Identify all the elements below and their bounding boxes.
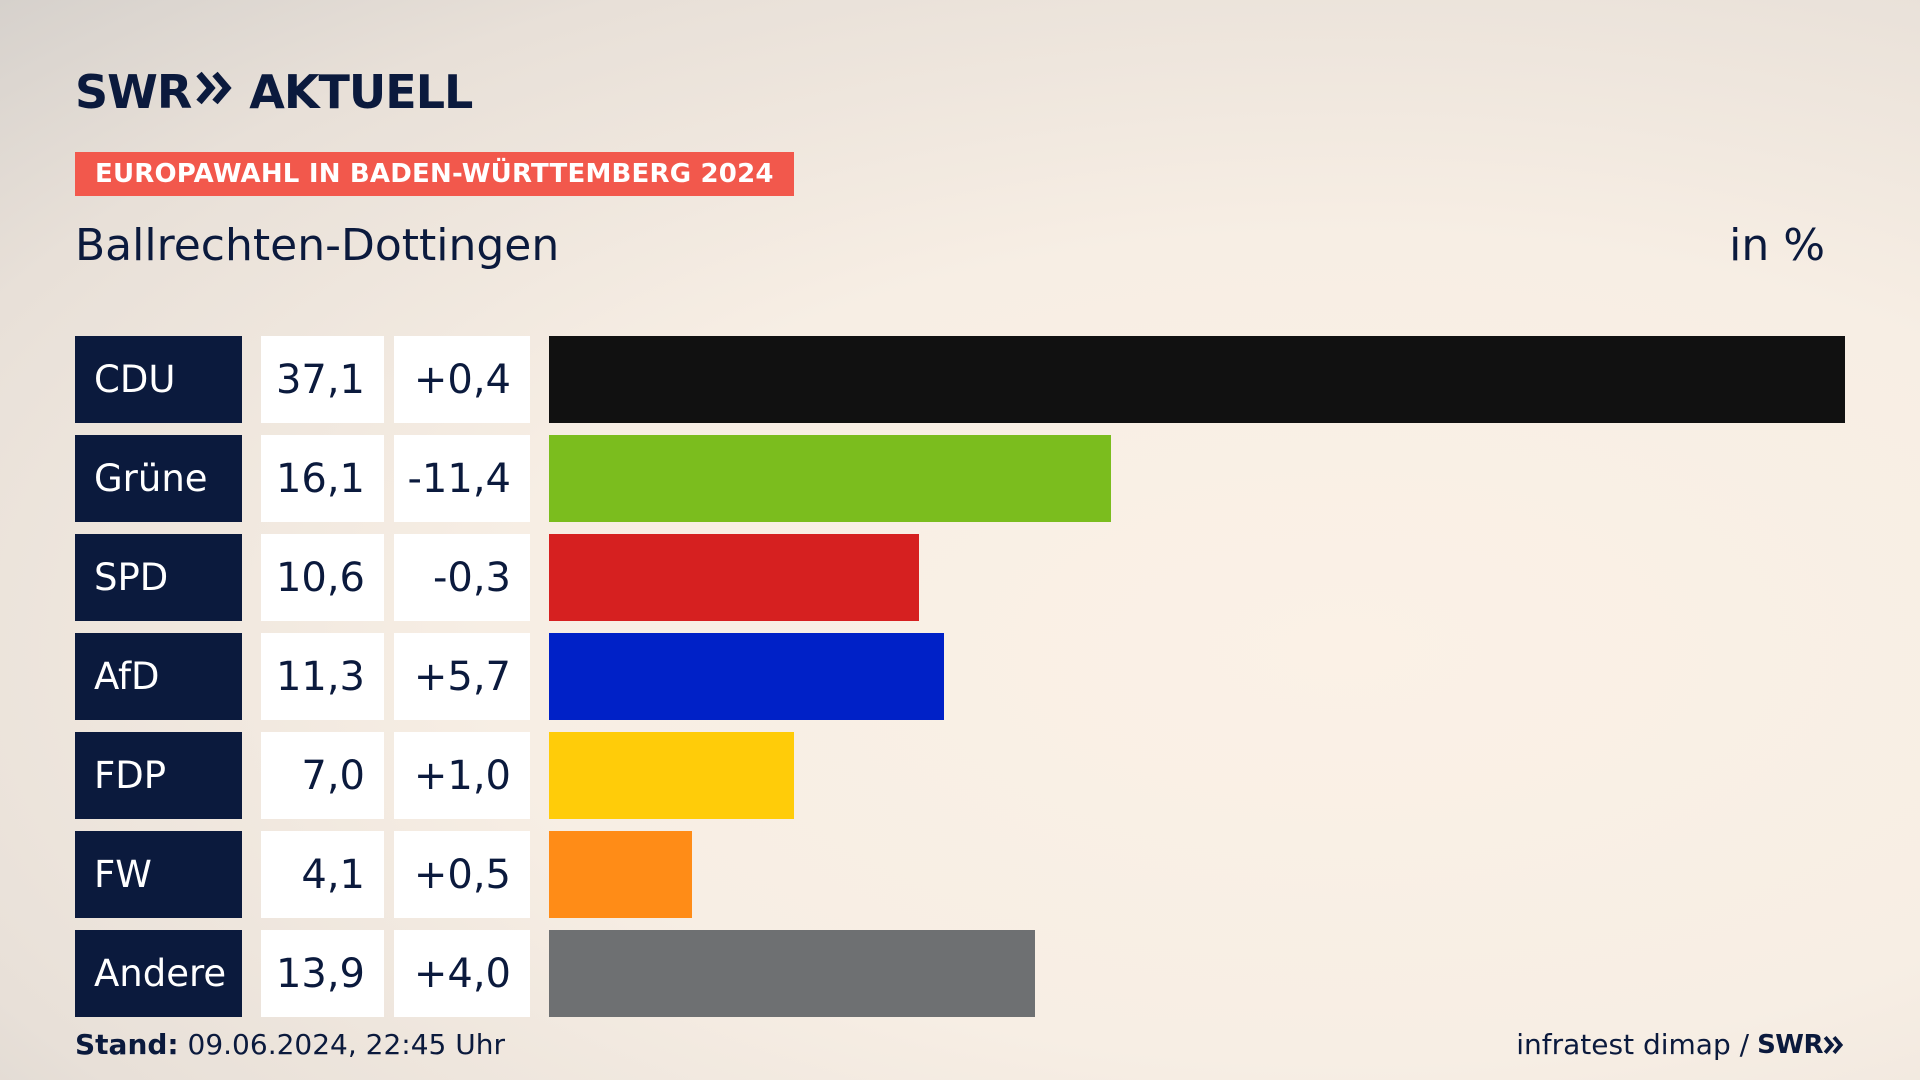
change-label: +0,5 [394,831,530,918]
result-row: CDU 37,1 +0,4 [75,336,1845,423]
result-row: Grüne 16,1 -11,4 [75,435,1845,522]
party-label: FDP [75,732,242,819]
change-label: +5,7 [394,633,530,720]
source-credit: infratest dimap / SWR [1516,1028,1845,1061]
vote-share-label: 4,1 [261,831,384,918]
region-title: Ballrechten-Dottingen [75,220,560,271]
result-row: FW 4,1 +0,5 [75,831,1845,918]
election-tag: EUROPAWAHL IN BADEN-WÜRTTEMBERG 2024 [75,152,794,196]
vote-share-label: 13,9 [261,930,384,1017]
unit-label: in % [1729,220,1825,271]
party-label: AfD [75,633,242,720]
result-bar [549,831,693,918]
result-bar [549,435,1112,522]
change-label: -0,3 [394,534,530,621]
result-bar [549,633,944,720]
vote-share-label: 7,0 [261,732,384,819]
result-bar [549,534,920,621]
vote-share-label: 37,1 [261,336,384,423]
result-bar [549,732,794,819]
party-label: Grüne [75,435,242,522]
change-label: +0,4 [394,336,530,423]
change-label: -11,4 [394,435,530,522]
party-label: SPD [75,534,242,621]
footer-swr-logo: SWR [1757,1030,1845,1060]
double-chevron-right-icon [195,65,235,119]
result-row: FDP 7,0 +1,0 [75,732,1845,819]
change-label: +4,0 [394,930,530,1017]
result-row: SPD 10,6 -0,3 [75,534,1845,621]
party-label: Andere [75,930,242,1017]
swr-aktuell-logo: SWR AKTUELL [75,65,473,119]
vote-share-label: 11,3 [261,633,384,720]
source-text: infratest dimap / [1516,1028,1750,1061]
result-bar [549,336,1845,423]
logo-aktuell-text: AKTUELL [249,65,473,119]
result-row: AfD 11,3 +5,7 [75,633,1845,720]
timestamp: Stand: 09.06.2024, 22:45 Uhr [75,1028,505,1061]
party-label: CDU [75,336,242,423]
party-label: FW [75,831,242,918]
change-label: +1,0 [394,732,530,819]
vote-share-label: 10,6 [261,534,384,621]
vote-share-label: 16,1 [261,435,384,522]
double-chevron-right-icon [1823,1035,1844,1054]
result-row: Andere 13,9 +4,0 [75,930,1845,1017]
footer-swr-text: SWR [1757,1029,1823,1060]
result-bar [549,930,1035,1017]
stand-value: 09.06.2024, 22:45 Uhr [187,1028,505,1061]
stand-label: Stand: [75,1028,179,1061]
logo-swr-text: SWR [75,65,192,119]
